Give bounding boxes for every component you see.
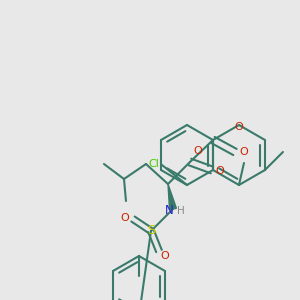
Text: O: O [193,146,202,156]
Text: S: S [147,224,155,238]
Text: O: O [216,166,224,176]
Text: O: O [160,251,169,261]
Text: O: O [121,213,129,223]
Text: H: H [177,206,185,216]
Text: O: O [240,147,248,157]
Text: O: O [235,122,243,132]
Text: Cl: Cl [148,159,159,169]
Text: N: N [165,205,173,218]
Polygon shape [168,184,176,210]
